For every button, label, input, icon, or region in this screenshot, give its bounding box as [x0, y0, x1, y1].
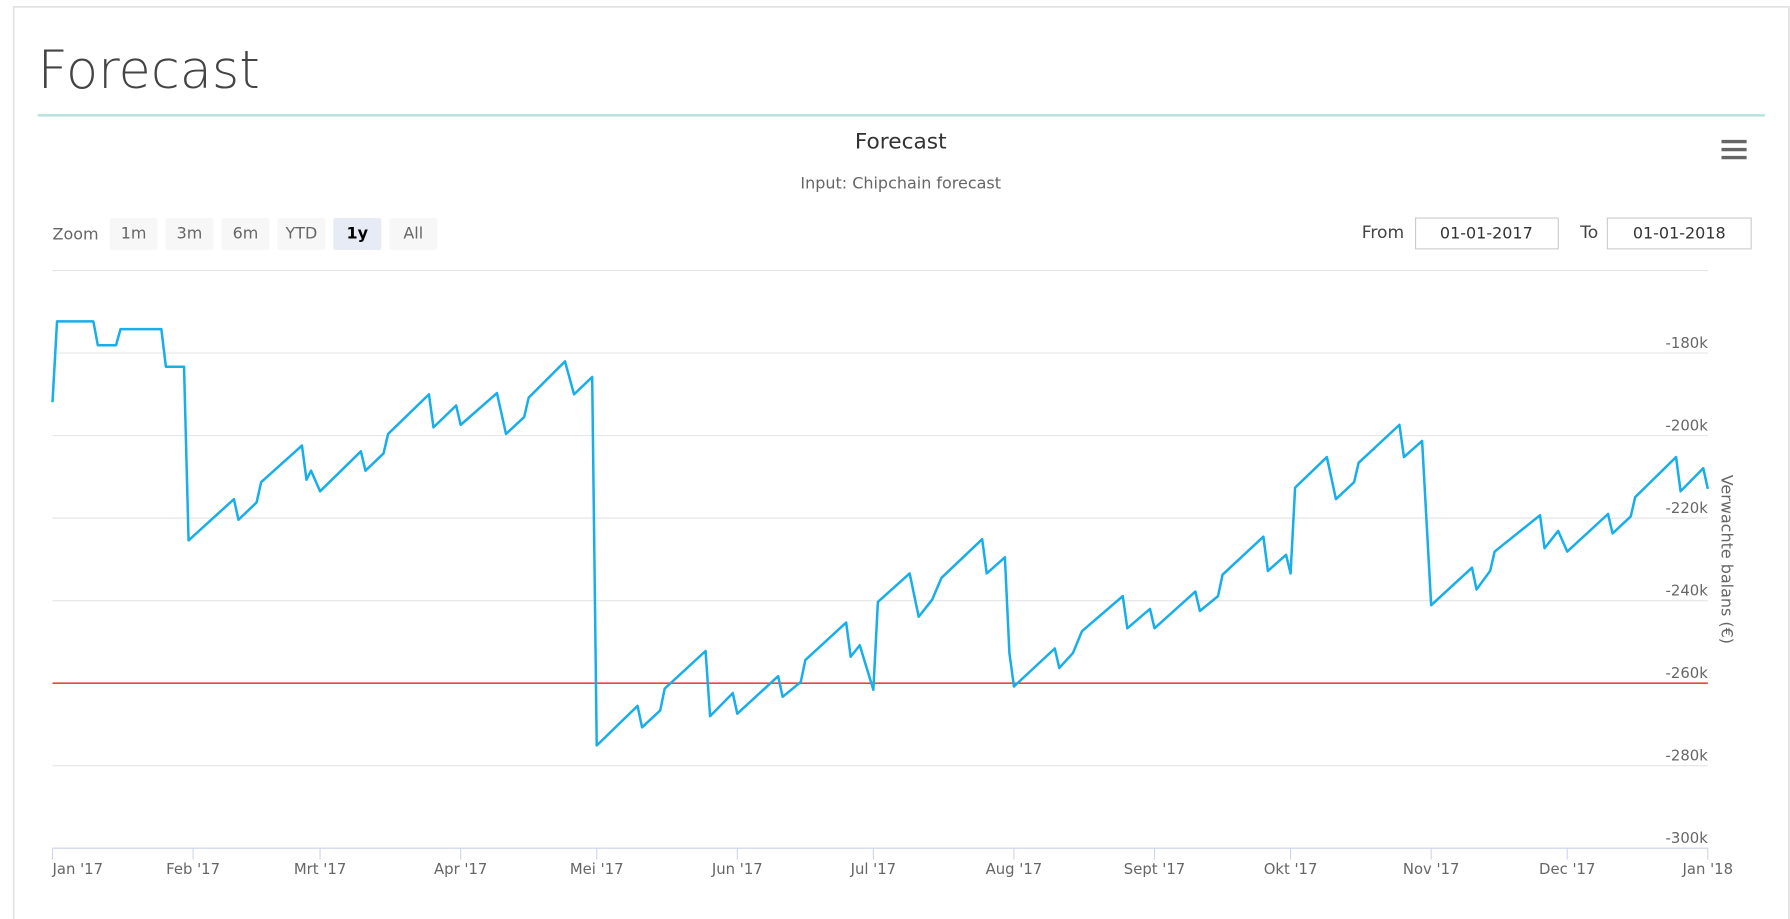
zoom-button[interactable]: [333, 218, 382, 251]
y-tick-label: -180k: [1666, 335, 1709, 352]
to-label: To: [1579, 223, 1598, 243]
zoom-button[interactable]: [389, 218, 438, 251]
zoom-button[interactable]: [109, 218, 158, 251]
zoom-button-label: 1y: [347, 224, 369, 243]
x-tick-label: Mei '17: [570, 861, 624, 878]
zoom-button-label: YTD: [284, 224, 317, 243]
x-tick-label: Jan '18: [1682, 861, 1734, 878]
x-tick-label: Feb '17: [166, 861, 220, 878]
zoom-button[interactable]: [165, 218, 214, 251]
x-tick-label: Jul '17: [850, 861, 897, 878]
x-tick-label: Apr '17: [434, 861, 487, 878]
y-tick-label: -260k: [1666, 665, 1709, 682]
to-input[interactable]: [1606, 217, 1752, 250]
zoom-label: Zoom: [53, 225, 99, 244]
menu-button[interactable]: [1715, 132, 1754, 166]
x-tick-label: Mrt '17: [294, 861, 346, 878]
x-tick-label: Aug '17: [986, 861, 1043, 878]
x-tick-label: Jan '17: [52, 861, 104, 878]
zoom-button-label: All: [403, 224, 423, 243]
chart-title: Forecast: [855, 130, 947, 155]
y-tick-label: -300k: [1666, 830, 1709, 847]
zoom-button[interactable]: [221, 218, 270, 251]
y-tick-label: -240k: [1666, 583, 1709, 600]
page-title: Forecast: [38, 40, 260, 101]
zoom-button[interactable]: [277, 218, 326, 251]
y-tick-label: -200k: [1666, 417, 1709, 434]
y-axis-title: Verwachte balans (€): [1718, 475, 1737, 644]
chart-subtitle: Input: Chipchain forecast: [800, 173, 1001, 192]
y-tick-label: -280k: [1666, 748, 1709, 765]
from-label: From: [1362, 223, 1404, 243]
zoom-button-label: 1m: [121, 224, 147, 243]
x-tick-label: Sept '17: [1124, 861, 1185, 878]
y-tick-label: -220k: [1666, 500, 1709, 517]
card: [12, 5, 1790, 919]
from-value: 01-01-2017: [1440, 224, 1533, 243]
x-tick-label: Okt '17: [1264, 861, 1318, 878]
x-tick-label: Nov '17: [1403, 861, 1460, 878]
series-line: [51, 320, 1710, 747]
to-value: 01-01-2018: [1633, 224, 1726, 243]
x-tick-label: Jun '17: [711, 861, 763, 878]
zoom-button-label: 6m: [233, 224, 259, 243]
x-tick-label: Dec '17: [1539, 861, 1595, 878]
zoom-button-label: 3m: [177, 224, 203, 243]
from-input[interactable]: [1414, 217, 1559, 250]
